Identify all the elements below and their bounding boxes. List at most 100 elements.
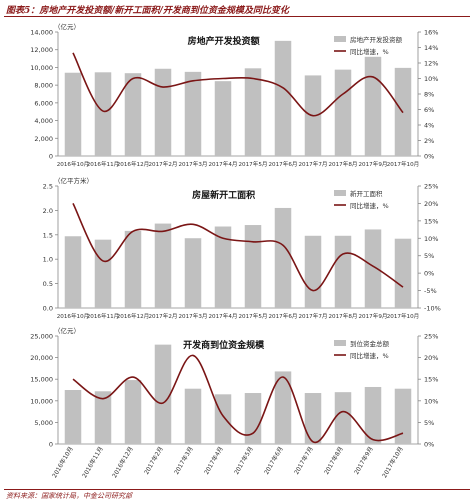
source-note: 资料来源：国家统计局，中金公司研究部: [6, 492, 132, 500]
bar: [214, 394, 232, 444]
right-tick-label: 0%: [424, 153, 434, 161]
left-tick-label: 4,000: [34, 117, 53, 125]
x-tick-label: 2017年7月: [292, 445, 314, 476]
chart-panel-funding: 0 5,000 10,000 15,000 20,000 25,000 0% 5% 10% 15%…: [0, 322, 474, 484]
right-tick-label: 10%: [424, 75, 438, 83]
right-tick-label: 20%: [424, 200, 438, 208]
x-tick-label: 2016年11月: [80, 445, 104, 479]
chart-title: 房地产开发投资额: [188, 35, 260, 47]
chart-panel-investment: 0 2,000 4,000 6,000 8,000 10,000 12,000 14,000 0…: [0, 20, 474, 172]
bar: [64, 236, 82, 308]
x-tick-label: 2017年8月: [322, 445, 344, 476]
chart-panel-new-starts: 0.0 0.5 1.0 1.5 2.0 2.5 -10% -5% 0% 5% 10% 15% 20% 25…: [0, 172, 474, 322]
right-tick-label: 2%: [424, 137, 434, 145]
x-tick-label: 2017年6月: [269, 160, 298, 168]
left-tick-label: 15,000: [30, 376, 53, 384]
x-tick-label: 2017年3月: [179, 160, 208, 168]
left-tick-label: 0: [49, 153, 53, 161]
right-tick-label: 15%: [424, 217, 438, 225]
bar: [304, 235, 322, 308]
legend-bar-label: 新开工面积: [350, 189, 383, 198]
bar: [214, 81, 232, 156]
x-tick-label: 2017年8月: [329, 160, 358, 168]
right-tick-label: 6%: [424, 106, 434, 114]
left-tick-label: 20,000: [30, 354, 53, 362]
legend-line-label: 同比增速，%: [350, 47, 389, 56]
legend-bar-swatch: [334, 190, 346, 196]
x-tick-label: 2017年9月: [359, 312, 388, 320]
bar: [94, 239, 112, 308]
left-axis-unit: （亿元）: [54, 326, 80, 335]
x-tick-label: 2017年4月: [209, 312, 238, 320]
x-tick-label: 2017年3月: [179, 312, 208, 320]
bottom-divider: [4, 489, 470, 490]
x-tick-label: 2017年7月: [299, 312, 328, 320]
investment-chart: 0 2,000 4,000 6,000 8,000 10,000 12,000 14,000 0…: [30, 22, 438, 168]
right-tick-label: 10%: [424, 397, 438, 405]
right-tick-label: 25%: [424, 333, 438, 341]
right-tick-label: 25%: [424, 183, 438, 191]
funding-chart: 0 5,000 10,000 15,000 20,000 25,000 0% 5% 10% 15%…: [30, 326, 438, 479]
bar: [304, 393, 322, 444]
left-tick-label: 5,000: [34, 419, 53, 427]
bar: [154, 223, 172, 308]
left-tick-label: 12,000: [30, 46, 53, 54]
left-tick-label: 2.0: [43, 207, 53, 215]
bar: [94, 72, 112, 156]
figure-title: 图表5：房地产开发投资额/新开工面积/开发商到位资金规模及同比变化: [6, 6, 289, 16]
x-tick-label: 2017年2月: [149, 312, 178, 320]
bar: [274, 371, 292, 444]
bar: [244, 68, 262, 156]
growth-line: [72, 203, 404, 292]
right-tick-label: 14%: [424, 44, 438, 52]
x-tick-label: 2016年11月: [87, 312, 120, 320]
bar: [394, 388, 412, 444]
bar: [364, 229, 382, 308]
bar: [184, 238, 202, 308]
left-tick-label: 0: [49, 441, 53, 449]
legend-bar-label: 房地产开发投资额: [350, 35, 403, 44]
bar: [244, 393, 262, 444]
left-tick-label: 10,000: [30, 397, 53, 405]
bar: [94, 391, 112, 444]
chart-title: 开发商到位资金规模: [183, 339, 265, 351]
x-tick-label: 2016年12月: [110, 445, 134, 479]
bar: [124, 73, 142, 156]
bar: [214, 226, 232, 308]
bar: [334, 235, 352, 308]
bar: [154, 68, 172, 156]
right-tick-label: 0%: [424, 441, 434, 449]
new-starts-chart: 0.0 0.5 1.0 1.5 2.0 2.5 -10% -5% 0% 5% 10% 15% 20% 25…: [43, 176, 441, 320]
left-tick-label: 10,000: [30, 64, 53, 72]
bar: [394, 238, 412, 308]
x-tick-label: 2016年10月: [57, 160, 90, 168]
x-tick-label: 2016年12月: [117, 312, 150, 320]
left-axis-unit: （亿平方米）: [54, 176, 93, 185]
right-tick-label: 5%: [424, 252, 434, 260]
legend-line-label: 同比增速，%: [350, 351, 389, 360]
left-axis-unit: （亿元）: [54, 22, 80, 31]
left-tick-label: 1.5: [43, 231, 53, 239]
x-tick-label: 2017年2月: [149, 160, 178, 168]
x-tick-label: 2017年5月: [232, 445, 254, 476]
bar: [364, 386, 382, 444]
right-tick-label: 10%: [424, 235, 438, 243]
bar: [64, 390, 82, 444]
bar: [124, 230, 142, 308]
bar: [154, 344, 172, 444]
left-tick-label: 0.0: [43, 305, 53, 313]
growth-line: [72, 52, 404, 117]
x-tick-label: 2016年12月: [117, 160, 150, 168]
x-tick-label: 2017年10月: [387, 160, 420, 168]
right-tick-label: -10%: [424, 305, 441, 313]
left-tick-label: 25,000: [30, 333, 53, 341]
left-tick-label: 6,000: [34, 99, 53, 107]
right-tick-label: 20%: [424, 354, 438, 362]
x-tick-label: 2016年10月: [57, 312, 90, 320]
left-tick-label: 0.5: [43, 280, 53, 288]
x-tick-label: 2016年10月: [50, 445, 74, 479]
bar: [274, 40, 292, 156]
right-tick-label: 8%: [424, 91, 434, 99]
x-tick-label: 2016年11月: [87, 160, 120, 168]
x-tick-label: 2017年10月: [380, 445, 404, 479]
